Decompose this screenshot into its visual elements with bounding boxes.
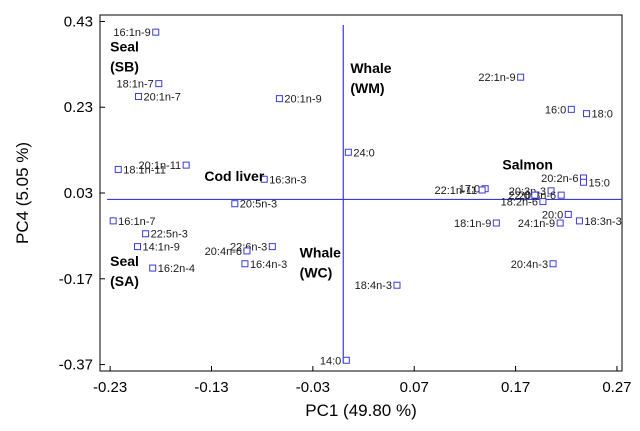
data-point-marker: [531, 191, 539, 199]
x-tick-label: 0.27: [602, 379, 631, 396]
data-point-label: 22:1n-9: [478, 72, 515, 84]
data-point-label: 18:1n-11: [123, 164, 166, 176]
data-point-marker: [260, 175, 268, 183]
data-point-marker: [114, 165, 122, 173]
data-point-label: 14:0: [320, 355, 341, 367]
data-point-marker: [547, 187, 555, 195]
group-label: (WC): [300, 264, 333, 280]
data-points: 16:1n-9 18:1n-720:1n-7 20:1n-9 22:1n-9 16:0 1…: [109, 27, 622, 367]
y-tick-label: -0.17: [59, 271, 93, 288]
group-label: Whale: [350, 60, 391, 76]
group-label: (SB): [110, 58, 139, 74]
data-point-label: 18:3n-3: [584, 216, 621, 228]
data-point-label: 16:2n-4: [158, 263, 195, 275]
data-point-label: 20:5n-3: [240, 199, 277, 211]
data-point-label: 18:4n-3: [355, 280, 392, 292]
data-point-marker: [109, 217, 117, 225]
x-tick-label: 0.07: [400, 379, 429, 396]
data-point-label: 16:0: [545, 104, 566, 116]
y-axis-ticks: 0.43 0.23 0.03 -0.17 -0.37: [59, 13, 105, 374]
data-point-label: 17:0: [459, 184, 480, 196]
y-tick-label: -0.37: [59, 357, 93, 374]
data-point-marker: [492, 219, 500, 227]
data-point-marker: [134, 243, 142, 251]
data-point-marker: [556, 219, 564, 227]
data-point-label: 18:1n-9: [454, 218, 491, 230]
group-annotations: Seal (SB) Whale (WM) Cod liver Salmon Seal (SA)…: [110, 38, 553, 288]
data-point-marker: [231, 200, 239, 208]
data-point-marker: [142, 230, 150, 238]
data-point-marker: [149, 264, 157, 272]
data-point-label: 22:0: [508, 190, 529, 202]
data-point-marker: [135, 92, 143, 100]
data-point-marker: [275, 95, 283, 103]
data-point-marker: [575, 217, 583, 225]
data-point-label: 14:1n-9: [143, 242, 180, 254]
data-point-marker: [268, 243, 276, 251]
data-point-label: 20:4n-3: [511, 259, 548, 271]
data-point-marker: [393, 281, 401, 289]
x-tick-label: 0.17: [501, 379, 530, 396]
group-label: Cod liver: [204, 168, 264, 184]
data-point-label: 16:1n-7: [118, 216, 155, 228]
group-label: Whale: [300, 244, 341, 260]
data-point-label: 20:2n-6: [541, 173, 578, 185]
data-point-marker: [557, 191, 565, 199]
data-point-label: 24:1n-9: [518, 218, 555, 230]
data-point-marker: [342, 356, 350, 364]
y-axis-title: PC4 (5.05 %): [13, 142, 32, 244]
data-point-label: 18:1n-7: [116, 79, 153, 91]
data-point-label: 20:1n-11: [139, 160, 182, 172]
data-point-label: 16:3n-3: [269, 174, 306, 186]
data-point-marker: [243, 247, 251, 255]
y-tick-label: 0.23: [64, 99, 93, 116]
x-tick-label: -0.13: [194, 379, 228, 396]
data-point-marker: [155, 80, 163, 88]
group-label: (SA): [110, 273, 139, 289]
data-point-marker: [583, 110, 591, 118]
data-point-label: 20:0: [542, 209, 563, 221]
group-label: Seal: [110, 38, 139, 54]
group-label: Salmon: [502, 156, 553, 172]
data-point-marker: [539, 198, 547, 206]
data-point-label: 20:1n-7: [144, 91, 181, 103]
y-tick-label: 0.43: [64, 13, 93, 30]
data-point-label: 18:0: [592, 109, 613, 121]
data-point-marker: [579, 178, 587, 186]
group-label: (WM): [350, 80, 384, 96]
group-label: Seal: [110, 253, 139, 269]
data-point-marker: [549, 260, 557, 268]
data-point-marker: [564, 210, 572, 218]
y-tick-label: 0.03: [64, 185, 93, 202]
data-point-marker: [241, 260, 249, 268]
data-point-marker: [517, 73, 525, 81]
data-point-label: 22:1n-11: [435, 185, 478, 197]
data-point-marker: [182, 161, 190, 169]
x-tick-label: -0.03: [296, 379, 330, 396]
data-point-label: 20:1n-9: [284, 94, 321, 106]
data-point-label: 24:0: [353, 147, 374, 159]
data-point-marker: [152, 28, 160, 36]
data-point-marker: [344, 148, 352, 156]
data-point-marker: [478, 186, 486, 194]
data-point-label: 20:4n-6: [205, 246, 242, 258]
data-point-label: 18:2n-6: [501, 197, 538, 209]
data-point-label: 16:4n-3: [250, 259, 287, 271]
data-point-label: 22:5n-3: [151, 229, 188, 241]
data-point-marker: [567, 105, 575, 113]
x-axis-ticks: -0.23 -0.13 -0.03 0.07 0.17 0.27: [93, 366, 632, 396]
x-tick-label: -0.23: [93, 379, 127, 396]
data-point-label: 16:1n-9: [113, 27, 150, 39]
x-axis-title: PC1 (49.80 %): [305, 401, 417, 420]
data-point-label: 15:0: [588, 177, 609, 189]
